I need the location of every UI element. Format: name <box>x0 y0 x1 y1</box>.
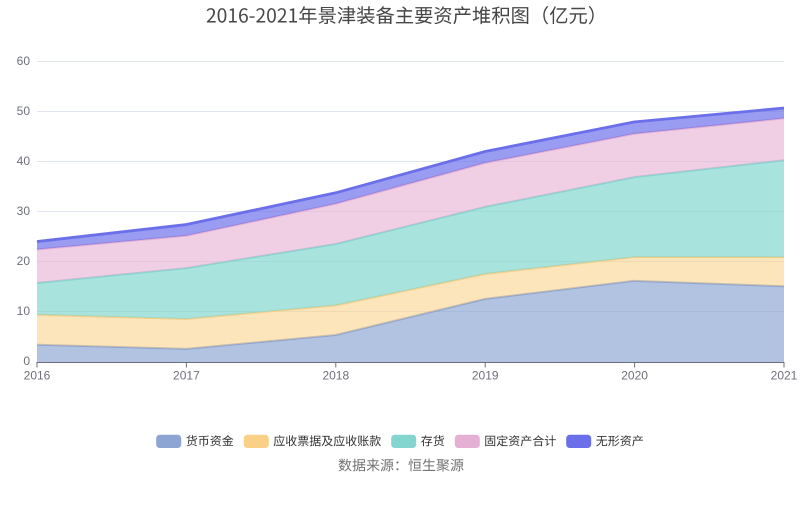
svg-text:0: 0 <box>23 354 30 368</box>
svg-text:60: 60 <box>17 54 31 68</box>
svg-text:40: 40 <box>17 154 31 168</box>
svg-text:10: 10 <box>17 304 31 318</box>
svg-text:50: 50 <box>17 104 31 118</box>
svg-text:20: 20 <box>17 254 31 268</box>
svg-text:2017: 2017 <box>173 369 200 383</box>
svg-text:30: 30 <box>17 204 31 218</box>
svg-text:2020: 2020 <box>621 369 648 383</box>
svg-text:2021: 2021 <box>771 369 798 383</box>
svg-text:2016: 2016 <box>24 369 51 383</box>
svg-text:2018: 2018 <box>322 369 349 383</box>
svg-text:2019: 2019 <box>472 369 499 383</box>
